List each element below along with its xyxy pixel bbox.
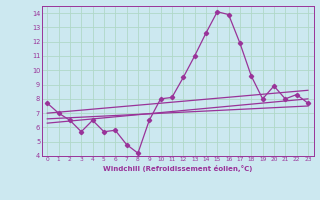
X-axis label: Windchill (Refroidissement éolien,°C): Windchill (Refroidissement éolien,°C): [103, 165, 252, 172]
